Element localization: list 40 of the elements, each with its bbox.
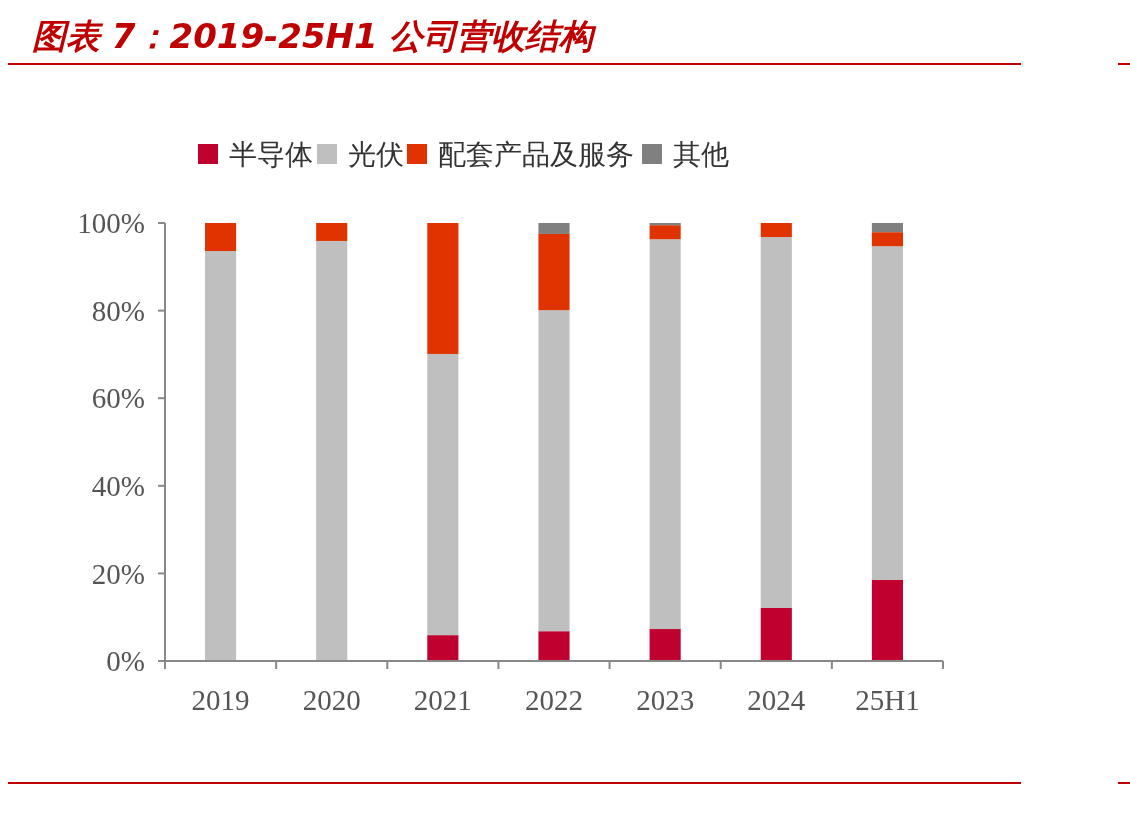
x-tick-label: 2021 (413, 684, 472, 716)
bar (871, 579, 903, 661)
legend-label: 配套产品及服务 (438, 138, 634, 171)
bar (649, 225, 681, 240)
bar (427, 635, 459, 661)
x-tick-label: 2024 (747, 684, 806, 716)
x-tick-label: 25H1 (855, 684, 920, 716)
bar (316, 240, 348, 661)
bar (871, 223, 903, 233)
y-tick-label: 100% (77, 207, 145, 240)
legend-label: 其他 (673, 138, 729, 171)
legend-label: 半导体 (229, 138, 313, 171)
chart-title: 图表 7：2019-25H1 公司营收结构 (32, 16, 598, 56)
x-tick-label: 2020 (302, 684, 361, 716)
bar (538, 310, 570, 632)
bar (760, 237, 792, 608)
x-tick-label: 2019 (191, 684, 250, 716)
bar (871, 232, 903, 247)
bar (871, 246, 903, 580)
bar (649, 629, 681, 661)
bar (427, 353, 459, 636)
x-tick-label: 2023 (636, 684, 695, 716)
bar (538, 233, 570, 311)
y-tick-label: 80% (91, 294, 145, 327)
bar (427, 223, 459, 354)
y-tick-label: 40% (91, 469, 145, 502)
bar (205, 223, 237, 252)
bar (649, 223, 681, 226)
bar (205, 251, 237, 661)
y-tick-label: 20% (91, 557, 145, 590)
bar (316, 223, 348, 241)
bar (649, 239, 681, 630)
bar (760, 223, 792, 238)
legend-label: 光伏 (348, 138, 404, 171)
y-tick-label: 60% (91, 382, 145, 415)
bar (538, 631, 570, 661)
bar (760, 608, 792, 661)
x-tick-label: 2022 (525, 684, 583, 716)
y-tick-label: 0% (106, 645, 145, 678)
bar (538, 223, 570, 234)
